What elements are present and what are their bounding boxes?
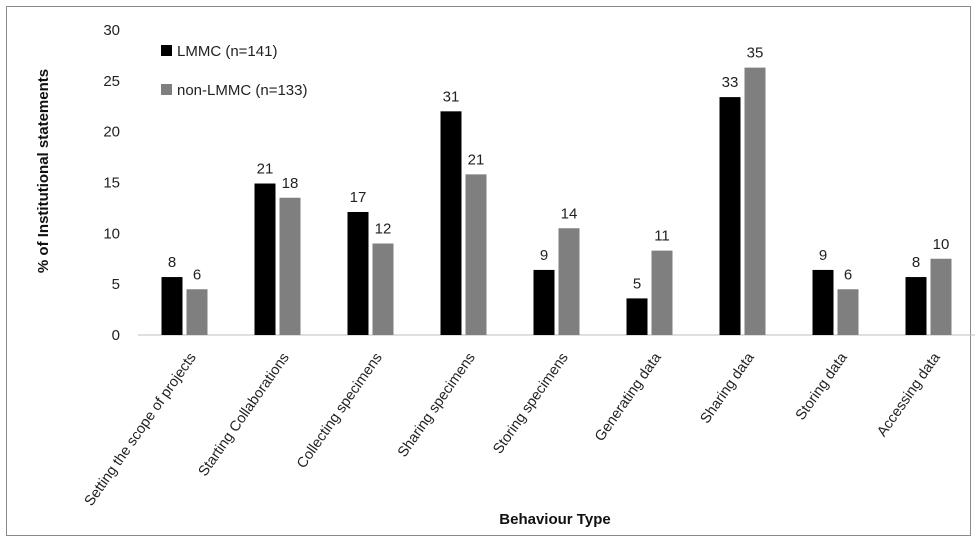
legend: LMMC (n=141) non-LMMC (n=133)	[161, 43, 307, 99]
data-label: 9	[540, 247, 548, 264]
category-label: Collecting specimens	[294, 350, 386, 471]
data-label: 9	[819, 247, 827, 264]
category-label: Accessing data	[874, 349, 944, 439]
bar-lmmc	[161, 277, 183, 335]
y-tick-label: 5	[112, 276, 120, 293]
bar-lmmc	[440, 111, 462, 335]
data-label: 17	[350, 189, 367, 206]
bar-non-lmmc	[558, 228, 580, 335]
y-tick-label: 15	[103, 175, 120, 192]
bar-non-lmmc	[930, 258, 952, 335]
bar-lmmc	[533, 269, 555, 335]
x-axis-title: Behaviour Type	[499, 511, 610, 528]
category-label: Sharing data	[698, 349, 759, 426]
data-label: 21	[468, 151, 485, 168]
bar-non-lmmc	[279, 197, 301, 335]
bar-lmmc	[254, 183, 276, 335]
y-tick-label: 30	[103, 22, 120, 39]
category-label: Storing specimens	[490, 350, 572, 457]
bar-lmmc	[626, 298, 648, 335]
data-label: 21	[257, 161, 274, 178]
category-label: Storing data	[793, 349, 851, 423]
data-label: 18	[282, 175, 299, 192]
category-label: Sharing specimens	[395, 350, 479, 460]
category-label: Generating data	[592, 349, 665, 444]
category-label: Setting the scope of projects	[82, 350, 200, 509]
bar-non-lmmc	[465, 174, 487, 335]
y-axis-ticks: 0 5 10 15 20 25 30	[103, 22, 120, 344]
bar-lmmc	[905, 277, 927, 335]
y-tick-label: 0	[112, 327, 120, 344]
data-label: 35	[747, 45, 764, 62]
data-label: 11	[654, 228, 670, 245]
bar-lmmc	[347, 211, 369, 335]
bar-non-lmmc	[186, 289, 208, 335]
legend-swatch-lmmc	[161, 45, 172, 56]
data-label: 8	[912, 254, 920, 271]
data-label: 10	[933, 236, 950, 253]
y-axis-title: % of Institutional statements	[35, 69, 52, 273]
bar-lmmc	[812, 269, 834, 335]
legend-label-lmmc: LMMC (n=141)	[177, 43, 277, 60]
data-label: 14	[561, 205, 578, 222]
y-tick-label: 10	[103, 225, 120, 242]
y-tick-label: 25	[103, 73, 120, 90]
data-label: 33	[722, 74, 739, 91]
data-label: 12	[375, 221, 392, 238]
bars	[161, 67, 952, 335]
data-label: 31	[443, 88, 460, 105]
bar-non-lmmc	[651, 250, 673, 335]
data-label: 6	[844, 266, 852, 283]
data-label: 8	[168, 254, 176, 271]
category-label: Starting Collaborations	[196, 350, 293, 479]
data-label: 5	[633, 275, 641, 292]
bar-non-lmmc	[744, 67, 766, 335]
bar-non-lmmc	[837, 289, 859, 335]
y-tick-label: 20	[103, 124, 120, 141]
bar-non-lmmc	[372, 243, 394, 335]
legend-label-non-lmmc: non-LMMC (n=133)	[177, 82, 307, 99]
legend-swatch-non-lmmc	[161, 84, 172, 95]
bar-lmmc	[719, 97, 741, 335]
data-label: 6	[193, 266, 201, 283]
